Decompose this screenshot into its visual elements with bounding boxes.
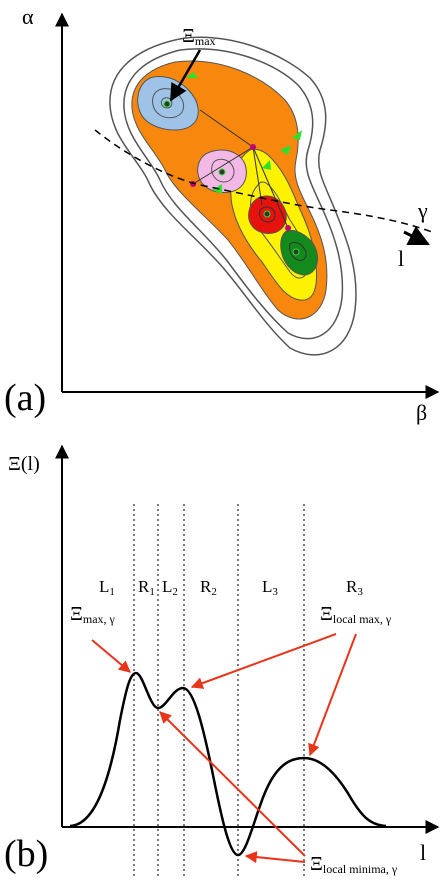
maximum-dot-blue: [163, 100, 171, 108]
panel-b-x-axis-label: l: [420, 840, 426, 865]
panel-a-label: (a): [4, 377, 46, 419]
green-flow-arrow: [262, 160, 271, 170]
saddle-dot-1: [250, 144, 256, 150]
annot-local-minima-gamma: Ξlocal minima, γ: [310, 853, 398, 876]
gamma-path: [94, 129, 433, 233]
saddle-link-1: [192, 146, 254, 185]
region-label-l1: L1: [99, 577, 115, 598]
outer-contour-2: [123, 48, 344, 340]
panel-b-label: (b): [4, 833, 48, 875]
path-direction-arrow: [403, 226, 430, 246]
green-flow-arrow: [292, 130, 302, 140]
maximum-dot-pink: [218, 168, 226, 176]
green-flow-arrow: [186, 72, 198, 78]
arrow-local-max-2: [308, 633, 357, 757]
path-param-label: l: [398, 246, 404, 271]
panel-a-x-axis-label: β: [416, 400, 427, 425]
panel-a: α β (a): [4, 4, 440, 425]
arrow-local-min-2: [244, 851, 306, 864]
region-label-l3: L3: [262, 577, 278, 598]
red-contour-inner: [259, 206, 276, 223]
region-label-r2: R2: [200, 577, 217, 598]
region-label-l2: L2: [162, 577, 178, 598]
arrow-max-gamma: [91, 639, 131, 673]
arrow-local-min-1: [159, 711, 306, 857]
maximum-dot-green: [292, 248, 300, 256]
arrow-local-max-1: [190, 633, 337, 689]
annot-max-gamma: Ξmax, γ: [70, 603, 116, 626]
profile-curve: [69, 671, 387, 857]
xi-max-pointer: [169, 49, 202, 102]
panel-a-y-axis-label: α: [22, 4, 34, 29]
panel-b-y-axis-label: Ξ(l): [8, 453, 40, 475]
blue-contour-core: [160, 97, 173, 109]
pink-contour-inner: [211, 158, 235, 183]
outer-contour-1: [109, 36, 357, 356]
region-label-r3: R3: [346, 577, 363, 598]
saddle-dot-3: [285, 225, 291, 231]
xi-max-label: Ξmax: [182, 25, 216, 48]
saddle-link-4: [252, 146, 289, 229]
gamma-label: γ: [417, 198, 428, 223]
annot-local-max-gamma: Ξlocal max, γ: [320, 603, 392, 626]
saddle-link-3: [252, 146, 263, 206]
blue-contour-inner: [152, 88, 185, 119]
green-contour-inner: [289, 241, 307, 261]
green-flow-arrow: [280, 145, 291, 155]
maximum-dot-red: [263, 210, 271, 218]
saddle-link-2: [199, 109, 254, 148]
panel-b: Ξ(l) l (b) L1 R1 L2 R2 L3 R3 Ξmax, γ Ξlo…: [4, 444, 440, 876]
region-label-r1: R1: [138, 577, 155, 598]
